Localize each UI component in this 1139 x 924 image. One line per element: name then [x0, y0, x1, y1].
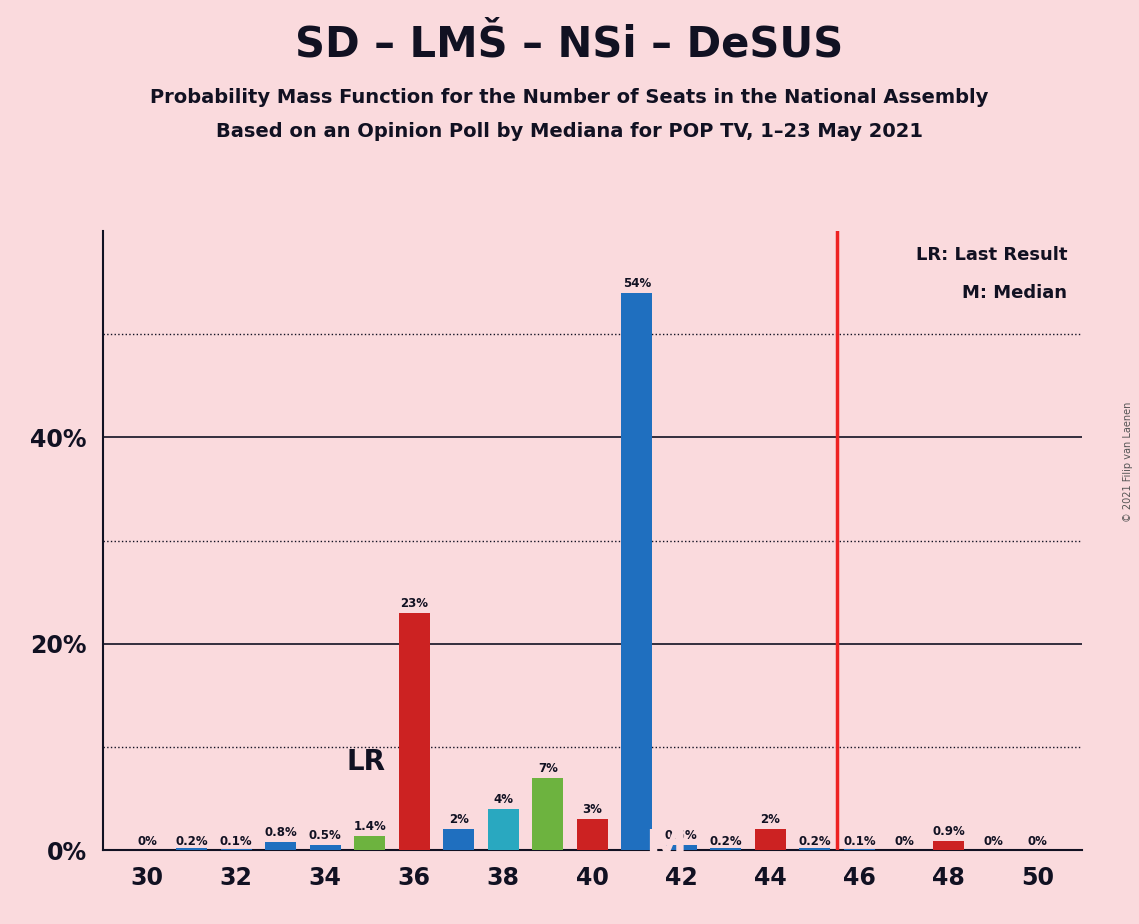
- Text: 0.2%: 0.2%: [710, 835, 743, 848]
- Text: Based on an Opinion Poll by Mediana for POP TV, 1–23 May 2021: Based on an Opinion Poll by Mediana for …: [216, 122, 923, 141]
- Text: 0.8%: 0.8%: [264, 826, 297, 839]
- Bar: [175, 848, 207, 850]
- Bar: [399, 613, 429, 850]
- Bar: [221, 849, 252, 850]
- Bar: [800, 848, 830, 850]
- Bar: [711, 848, 741, 850]
- Text: LR: LR: [346, 748, 385, 776]
- Text: 0.2%: 0.2%: [175, 835, 208, 848]
- Text: 0%: 0%: [1027, 835, 1048, 848]
- Text: 0%: 0%: [894, 835, 913, 848]
- Text: 3%: 3%: [582, 803, 603, 816]
- Text: 2%: 2%: [761, 813, 780, 826]
- Text: Probability Mass Function for the Number of Seats in the National Assembly: Probability Mass Function for the Number…: [150, 88, 989, 107]
- Text: 7%: 7%: [538, 761, 558, 774]
- Text: M: Median: M: Median: [962, 284, 1067, 301]
- Bar: [844, 849, 875, 850]
- Text: 2%: 2%: [449, 813, 468, 826]
- Text: 1.4%: 1.4%: [353, 820, 386, 833]
- Text: M: M: [645, 827, 687, 869]
- Bar: [621, 293, 653, 850]
- Bar: [933, 841, 964, 850]
- Text: SD – LMŠ – NSi – DeSUS: SD – LMŠ – NSi – DeSUS: [295, 23, 844, 65]
- Text: 0.1%: 0.1%: [220, 835, 253, 848]
- Text: 0.9%: 0.9%: [932, 825, 965, 838]
- Text: 54%: 54%: [623, 277, 650, 290]
- Bar: [443, 830, 474, 850]
- Text: 0%: 0%: [137, 835, 157, 848]
- Text: 0.5%: 0.5%: [665, 829, 698, 842]
- Bar: [265, 842, 296, 850]
- Text: 23%: 23%: [400, 597, 428, 610]
- Text: 0%: 0%: [983, 835, 1003, 848]
- Bar: [755, 830, 786, 850]
- Bar: [487, 808, 519, 850]
- Bar: [310, 845, 341, 850]
- Bar: [576, 819, 608, 850]
- Bar: [665, 845, 697, 850]
- Text: 4%: 4%: [493, 793, 514, 806]
- Text: 0.5%: 0.5%: [309, 829, 342, 842]
- Text: 0.2%: 0.2%: [798, 835, 831, 848]
- Text: © 2021 Filip van Laenen: © 2021 Filip van Laenen: [1123, 402, 1133, 522]
- Text: LR: Last Result: LR: Last Result: [916, 247, 1067, 264]
- Bar: [354, 835, 385, 850]
- Bar: [532, 778, 564, 850]
- Text: 0.1%: 0.1%: [843, 835, 876, 848]
